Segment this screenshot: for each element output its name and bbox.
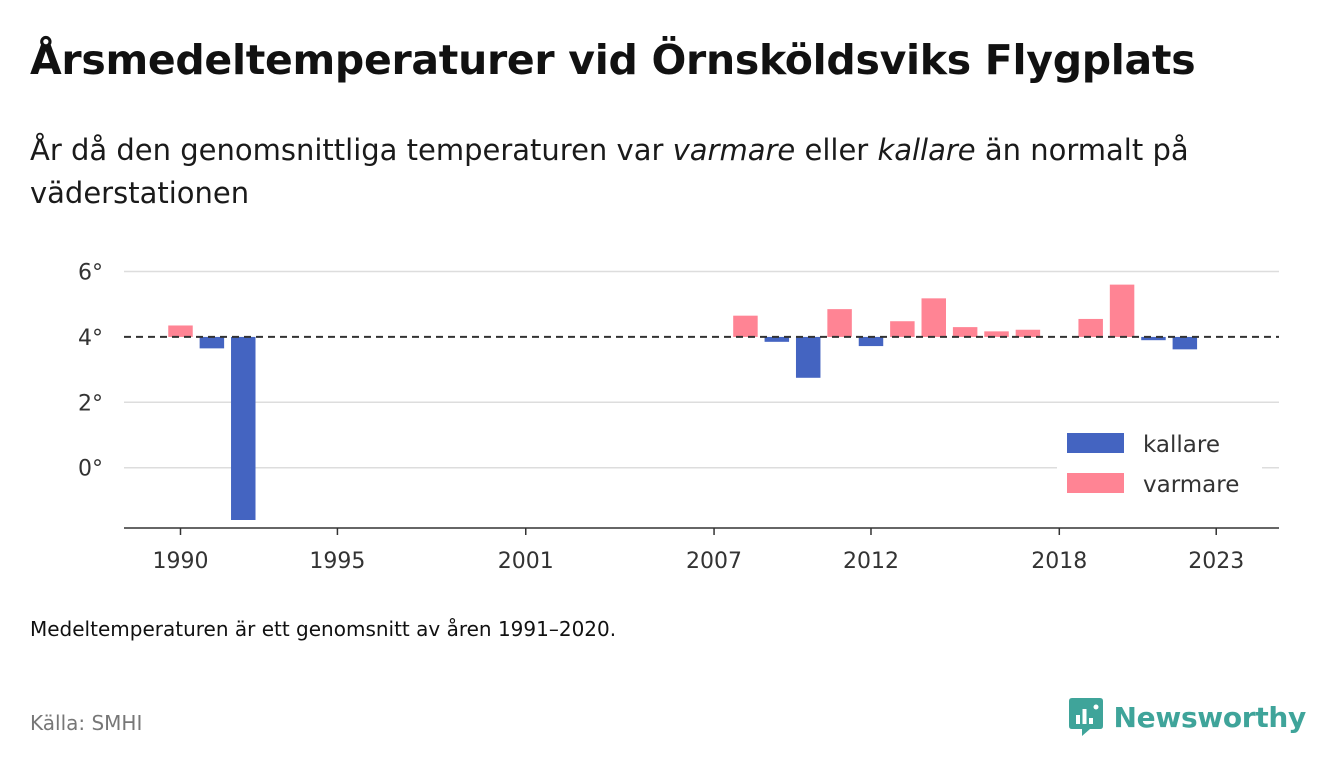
y-tick-label: 6° [78, 261, 103, 286]
bar-2009 [764, 336, 790, 342]
bar-2020 [1109, 284, 1135, 337]
subtitle-text-1: År då den genomsnittliga temperaturen va… [30, 133, 673, 167]
subtitle-text-3: än normalt på väderstationen [30, 133, 1189, 210]
legend-swatch-kallare [1067, 433, 1124, 453]
legend-label-kallare: kallare [1143, 432, 1220, 458]
y-tick-label: 2° [78, 391, 103, 416]
legend-swatch-varmare [1067, 473, 1124, 493]
bar-2022 [1172, 336, 1198, 350]
bar-1991 [199, 336, 225, 349]
bar-2016 [984, 331, 1009, 337]
newsworthy-logo: Newsworthy [1068, 696, 1306, 738]
source-label: Källa: SMHI [30, 711, 143, 735]
subtitle-text-2: eller [795, 133, 878, 167]
bar-2021 [1141, 336, 1166, 341]
x-tick-label: 2023 [1188, 549, 1244, 574]
brand-name: Newsworthy [1113, 700, 1307, 734]
bar-1990 [168, 325, 193, 337]
bar-2019 [1078, 318, 1103, 337]
chart-footnote: Medeltemperaturen är ett genomsnitt av å… [30, 617, 617, 641]
subtitle-kallare: kallare [877, 133, 976, 167]
x-tick-label: 1995 [309, 549, 365, 574]
x-tick-label: 1990 [152, 549, 208, 574]
bar-2013 [890, 321, 915, 337]
y-tick-label: 0° [78, 457, 103, 482]
bar-chart: 0° 2° 4° 6° 1990 1995 2001 2007 2012 2018 2023 kall… [78, 261, 1279, 574]
bar-2010 [795, 336, 821, 378]
x-tick-label: 2001 [498, 549, 554, 574]
bar-2012 [858, 336, 884, 347]
chart-subtitle: År då den genomsnittliga temperaturen va… [30, 129, 1300, 215]
bar-2008 [733, 315, 758, 337]
bar-1992 [231, 336, 256, 520]
x-tick-label: 2012 [843, 549, 899, 574]
x-tick-label: 2018 [1031, 549, 1087, 574]
y-tick-label: 4° [78, 326, 103, 351]
bar-2011 [827, 309, 852, 337]
bar-2015 [952, 327, 978, 337]
subtitle-varmare: varmare [672, 133, 796, 167]
bar-2017 [1015, 329, 1041, 337]
legend-label-varmare: varmare [1143, 472, 1239, 498]
chart-title: Årsmedeltemperaturer vid Örnsköldsviks F… [30, 36, 1196, 84]
bar-2014 [921, 298, 946, 337]
x-tick-label: 2007 [686, 549, 742, 574]
newsworthy-icon [1068, 698, 1103, 736]
